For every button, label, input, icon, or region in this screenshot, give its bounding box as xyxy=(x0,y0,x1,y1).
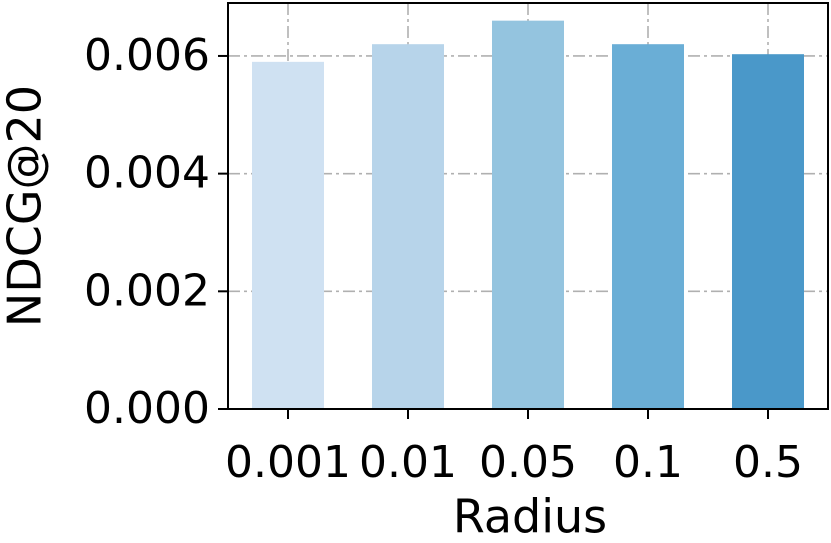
y-tick-label: 0.004 xyxy=(84,148,210,199)
x-axis-label: Radius xyxy=(453,490,607,543)
y-tick-label: 0.002 xyxy=(84,265,210,316)
x-tick-label: 0.5 xyxy=(733,437,803,488)
bar xyxy=(732,54,804,409)
plot-frame xyxy=(227,2,829,410)
x-tick-label: 0.01 xyxy=(359,437,457,488)
bar xyxy=(252,61,324,410)
bar xyxy=(372,44,444,409)
y-axis-label: NDCG@20 xyxy=(0,85,52,327)
x-tick-label: 0.05 xyxy=(479,437,577,488)
bar xyxy=(492,20,564,410)
x-tick-label: 0.001 xyxy=(225,437,351,488)
y-tick-label: 0.000 xyxy=(84,383,210,434)
x-tick-label: 0.1 xyxy=(613,437,683,488)
bar xyxy=(612,44,684,409)
y-tick-label: 0.006 xyxy=(84,30,210,81)
